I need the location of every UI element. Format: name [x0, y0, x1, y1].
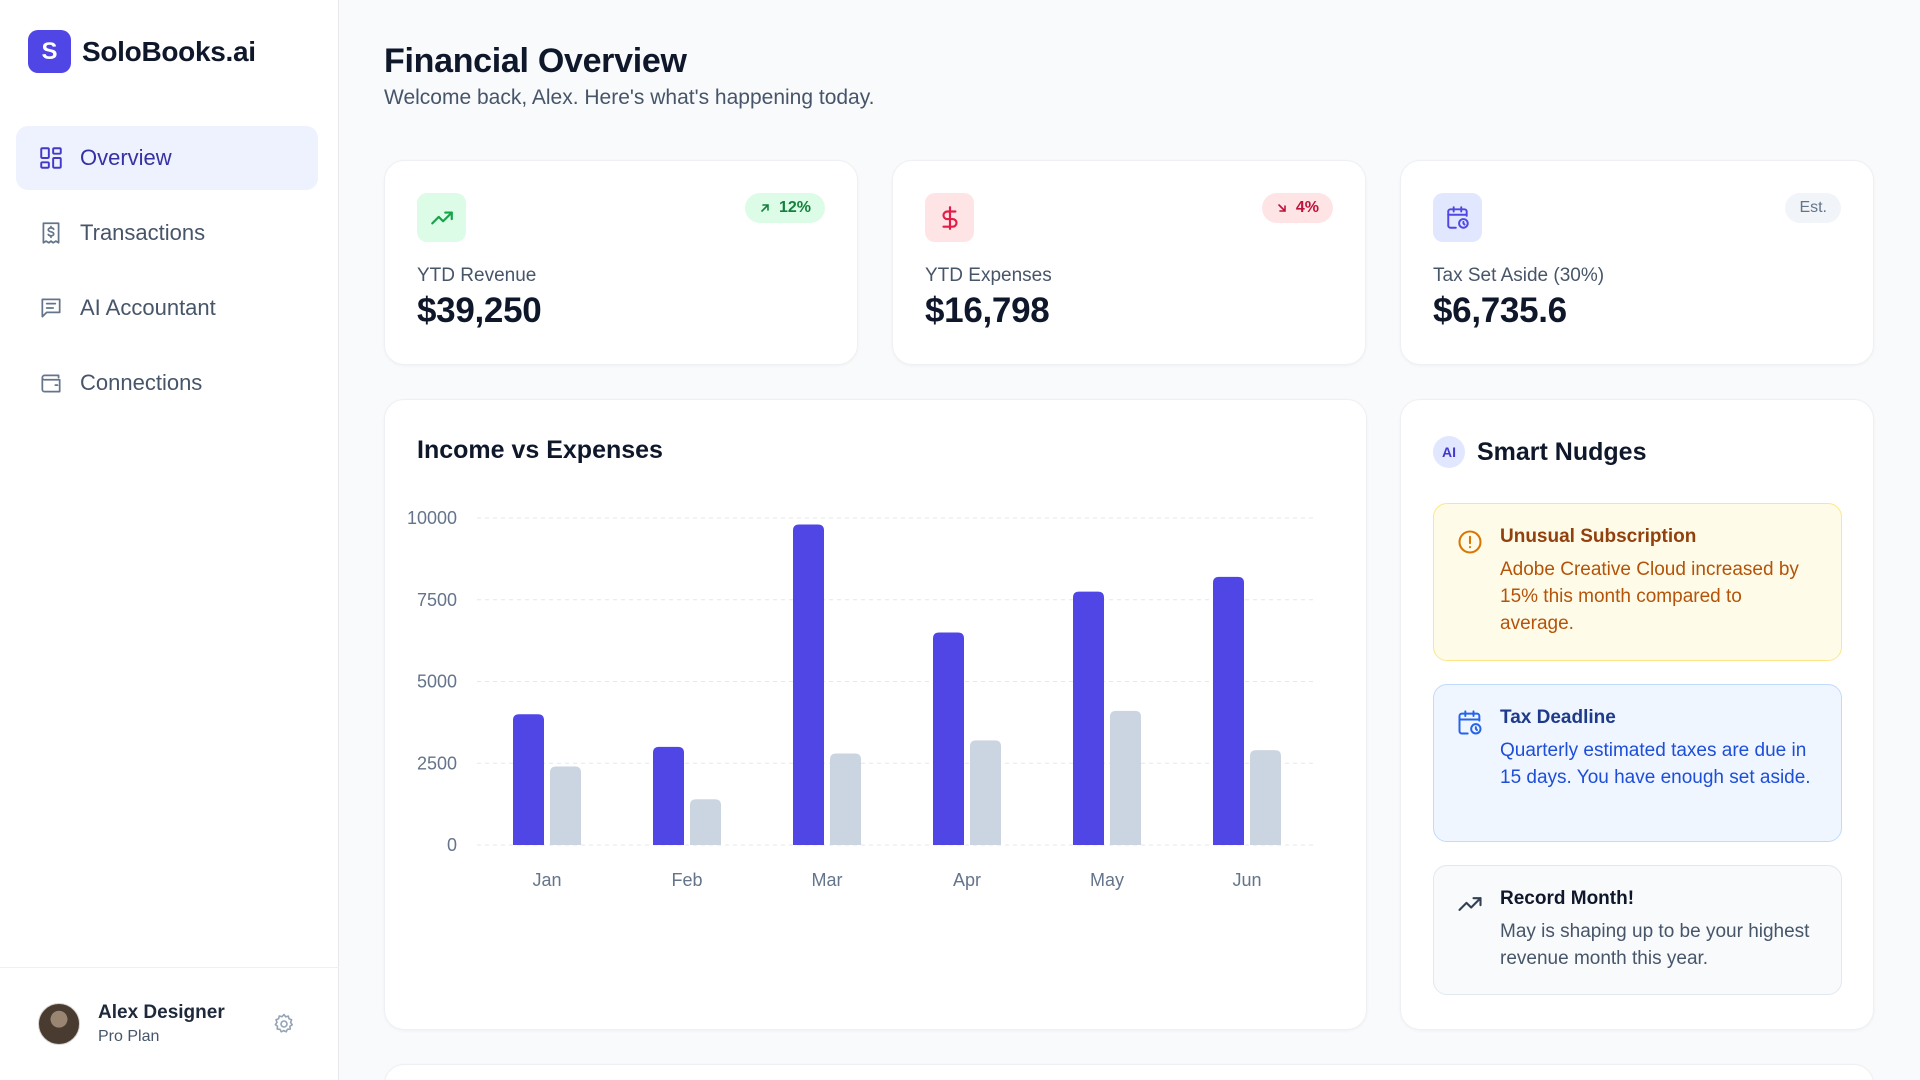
trend-badge-down: 4% [1261, 193, 1333, 223]
chart-title: Income vs Expenses [417, 436, 663, 464]
expense-bar [550, 766, 581, 845]
nudge-title: Tax Deadline [1500, 707, 1616, 728]
expense-bar [1110, 710, 1141, 845]
income-bar [933, 632, 964, 845]
x-tick-label: May [1090, 870, 1124, 890]
stat-value: $39,250 [417, 291, 542, 330]
x-tick-label: Apr [953, 870, 981, 890]
stat-label: YTD Expenses [925, 265, 1052, 286]
dollar-icon [941, 205, 958, 230]
y-tick-label: 0 [447, 835, 457, 855]
dashboard-grid-icon [40, 147, 62, 169]
user-name: Alex Designer [98, 1002, 225, 1023]
nudge-body: May is shaping up to be your highest rev… [1500, 921, 1810, 969]
nudge-tax-deadline[interactable]: Tax Deadline Quarterly estimated taxes a… [1433, 684, 1842, 842]
income-bar [513, 714, 544, 845]
y-tick-label: 10000 [407, 508, 457, 528]
income-bar [653, 746, 684, 845]
estimate-badge: Est. [1785, 193, 1841, 223]
chat-lines-icon [41, 298, 61, 318]
stat-card-expenses: 4% YTD Expenses $16,798 [892, 160, 1366, 365]
nudge-unusual-subscription[interactable]: Unusual Subscription Adobe Creative Clou… [1433, 503, 1842, 661]
income-bar [1213, 576, 1244, 845]
nudges-title: Smart Nudges [1477, 438, 1647, 466]
stat-card-tax: Est. Tax Set Aside (30%) $6,735.6 [1400, 160, 1874, 365]
bottom-card [384, 1064, 1874, 1080]
user-plan: Pro Plan [98, 1028, 160, 1045]
sidebar: S SoloBooks.ai Overview Transactions AI … [0, 0, 339, 1080]
sidebar-item-label: Transactions [80, 220, 206, 245]
stat-card-revenue: 12% YTD Revenue $39,250 [384, 160, 858, 365]
badge-label: 12% [778, 199, 811, 216]
y-tick-label: 7500 [417, 590, 457, 610]
sidebar-item-label: Connections [80, 370, 203, 395]
arrow-down-right-icon [1278, 204, 1286, 212]
page-title: Financial Overview [384, 42, 687, 80]
nudge-body: Quarterly estimated taxes are due in 15 … [1500, 740, 1811, 788]
sidebar-item-label: AI Accountant [80, 295, 216, 320]
stat-label: YTD Revenue [417, 265, 537, 286]
income-bar [793, 524, 824, 845]
income-bar [1073, 591, 1104, 845]
income-expenses-chart-card: Income vs Expenses 0 2500 5000 7500 10000 Jan… [384, 399, 1367, 1030]
alert-circle-icon [1458, 530, 1482, 554]
arrow-up-right-icon [761, 204, 769, 212]
sidebar-item-ai-accountant[interactable]: AI Accountant [16, 276, 318, 340]
wallet-icon [41, 374, 61, 393]
brand-logo: S [28, 30, 71, 73]
badge-label: Est. [1799, 199, 1827, 216]
sidebar-nav: Overview Transactions AI Accountant Conn… [16, 126, 318, 426]
x-tick-label: Jun [1232, 870, 1261, 890]
stat-icon-box [1433, 193, 1482, 242]
expense-bar [970, 740, 1001, 845]
trend-badge-up: 12% [744, 193, 825, 223]
nudge-title: Record Month! [1500, 888, 1635, 909]
user-profile[interactable]: Alex Designer Pro Plan [0, 967, 339, 1080]
nudge-title: Unusual Subscription [1500, 526, 1697, 547]
expense-bar [690, 799, 721, 845]
nudge-body: Adobe Creative Cloud increased by 15% th… [1500, 559, 1799, 634]
stat-value: $6,735.6 [1433, 291, 1567, 330]
expense-bar [1250, 750, 1281, 845]
brand[interactable]: S SoloBooks.ai [28, 30, 256, 73]
receipt-dollar-icon [42, 222, 60, 244]
avatar [38, 1003, 80, 1045]
x-tick-label: Feb [671, 870, 702, 890]
stat-label: Tax Set Aside (30%) [1433, 265, 1605, 286]
smart-nudges-card: AI Smart Nudges Unusual Subscription Ado… [1400, 399, 1874, 1030]
expense-bar [830, 753, 861, 845]
trending-up-icon [1458, 897, 1482, 911]
stat-value: $16,798 [925, 291, 1050, 330]
x-tick-label: Mar [812, 870, 843, 890]
calendar-clock-icon [1458, 710, 1482, 735]
sidebar-item-connections[interactable]: Connections [16, 351, 318, 415]
y-tick-label: 5000 [417, 672, 457, 692]
brand-name: SoloBooks.ai [82, 35, 256, 67]
stat-icon-box [925, 193, 974, 242]
sidebar-item-label: Overview [80, 145, 172, 170]
stat-icon-box [417, 193, 466, 242]
x-tick-label: Jan [532, 870, 561, 890]
y-tick-label: 2500 [417, 753, 457, 773]
gear-icon[interactable] [272, 1012, 296, 1036]
sidebar-item-overview[interactable]: Overview [16, 126, 318, 190]
user-text: Alex Designer Pro Plan [98, 1002, 225, 1046]
badge-label: 4% [1295, 199, 1319, 216]
income-expenses-chart: 0 2500 5000 7500 10000 Jan Feb Mar Apr May Jun [407, 508, 1317, 890]
page-subtitle: Welcome back, Alex. Here's what's happen… [384, 86, 875, 109]
sidebar-item-transactions[interactable]: Transactions [16, 201, 318, 265]
ai-badge: AI [1433, 436, 1465, 468]
trending-up-icon [430, 211, 453, 224]
calendar-clock-icon [1446, 205, 1469, 229]
nudge-record-month[interactable]: Record Month! May is shaping up to be yo… [1433, 865, 1842, 995]
